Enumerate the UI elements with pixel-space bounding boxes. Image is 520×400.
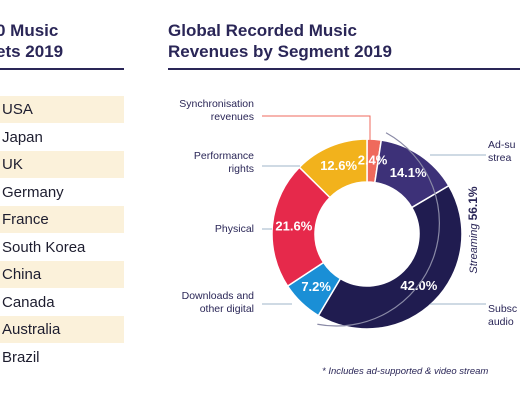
value-label-synchronisation-revenues: 2.4%	[358, 153, 388, 168]
market-row: USA	[0, 96, 124, 123]
chart-title-rule	[168, 68, 520, 70]
market-row: Australia	[0, 316, 124, 343]
category-label-downloads-and-other-digital: Downloads and other digital	[182, 290, 255, 315]
streaming-bracket	[317, 132, 440, 327]
market-row: UK	[0, 151, 124, 178]
category-label-synchronisation-revenues: Synchronisation revenues	[179, 98, 254, 123]
value-label-physical: 21.6%	[275, 219, 312, 234]
market-row: Canada	[0, 288, 124, 316]
left-panel-title: 0 Music ets 2019	[0, 20, 63, 62]
market-row: Brazil	[0, 343, 124, 371]
left-title-line1: 0 Music	[0, 21, 59, 40]
streaming-label: Streaming 56.1%	[466, 186, 480, 274]
slice-subscription-audio-streams	[317, 184, 463, 330]
chart-footnote: * Includes ad-supported & video stream	[322, 366, 489, 377]
value-label-ad-supported-streams: 14.1%	[390, 165, 427, 180]
category-label-ad-supported-streams: Ad-su strea	[488, 139, 516, 164]
market-list: USA Japan UK Germany France South Korea …	[0, 96, 124, 371]
chart-title-line2: Revenues by Segment 2019	[168, 42, 392, 61]
leader-line-synchronisation-revenues	[262, 115, 371, 150]
left-title-rule	[0, 68, 124, 70]
market-row: China	[0, 261, 124, 288]
chart-title: Global Recorded Music Revenues by Segmen…	[168, 20, 392, 62]
market-row: Germany	[0, 178, 124, 206]
chart-title-line1: Global Recorded Music	[168, 21, 357, 40]
market-row: South Korea	[0, 233, 124, 261]
value-label-performance-rights: 12.6%	[320, 158, 357, 173]
category-label-performance-rights: Performance rights	[194, 150, 254, 175]
market-row: Japan	[0, 123, 124, 151]
market-row: France	[0, 206, 124, 233]
left-title-line2: ets 2019	[0, 42, 64, 61]
slice-performance-rights	[298, 138, 368, 199]
category-label-physical: Physical	[215, 223, 254, 235]
category-label-subscription-audio-streams: Subsc audio	[488, 303, 517, 328]
value-label-downloads-and-other-digital: 7.2%	[301, 279, 331, 294]
